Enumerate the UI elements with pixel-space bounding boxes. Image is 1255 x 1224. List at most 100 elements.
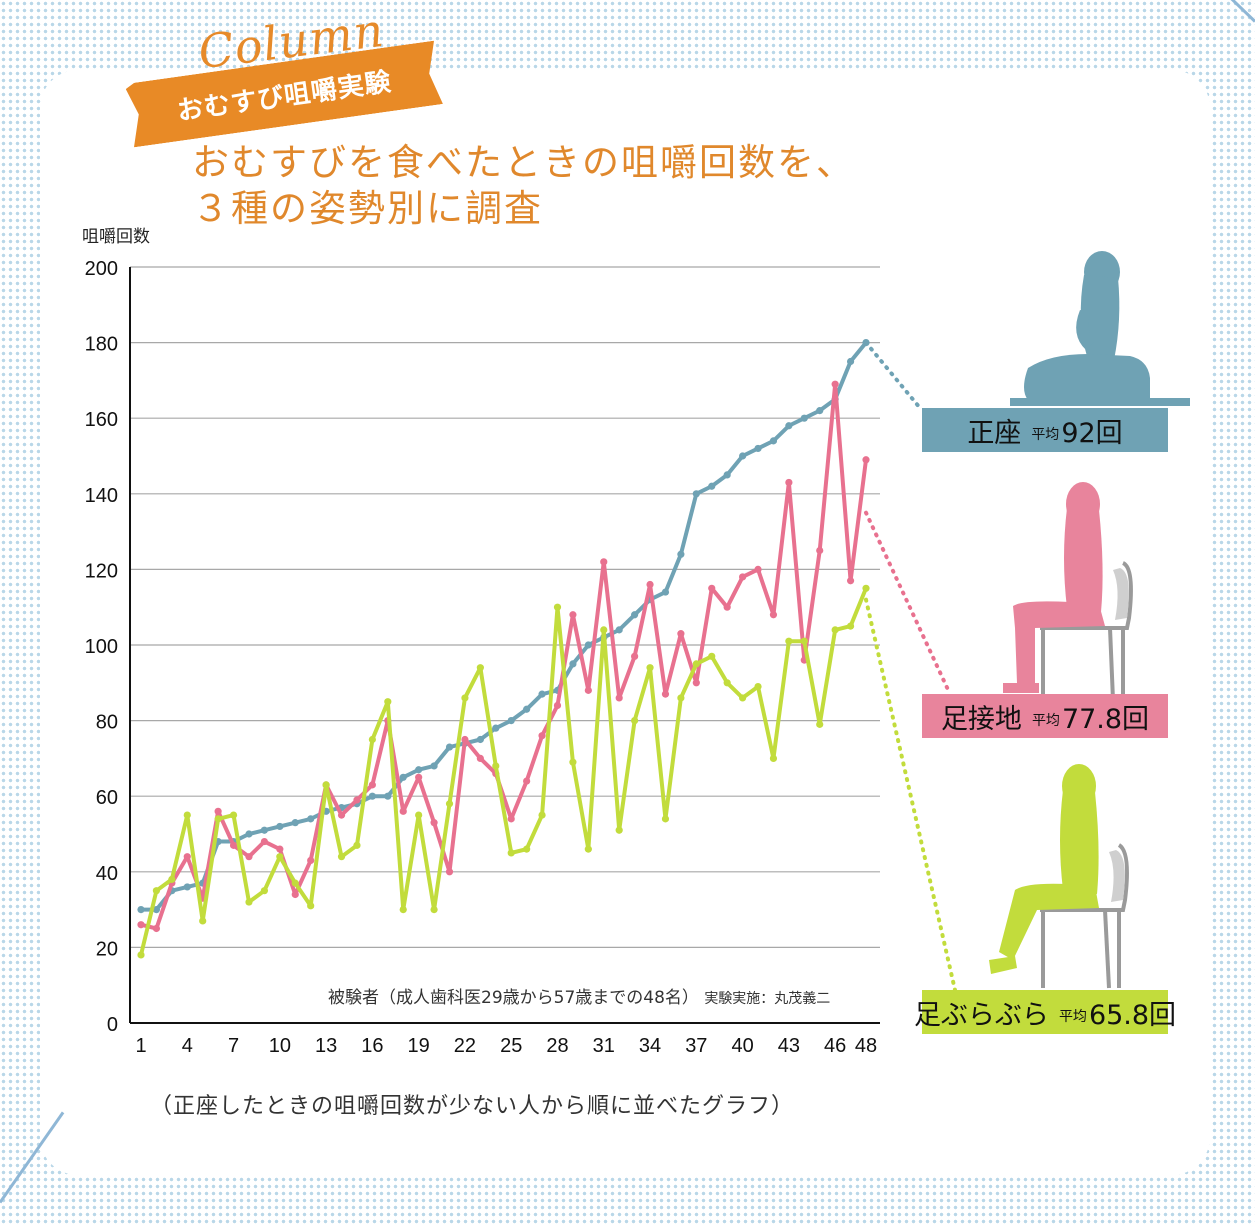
data-point-ashi_burabura-44 — [800, 637, 808, 645]
data-point-ashi_burabura-39 — [723, 679, 731, 687]
x-tick-label-28: 28 — [546, 1035, 568, 1057]
data-point-ashi_burabura-18 — [399, 906, 407, 914]
headline-line2: ３種の姿勢別に調査 — [192, 187, 543, 230]
x-tick-label-34: 34 — [639, 1035, 661, 1057]
data-point-ashi_burabura-13 — [322, 781, 330, 789]
legend-ashi-setchi-name: 足接地 — [940, 703, 1022, 735]
legend-seiza: 正座 平均 92回 — [922, 408, 1168, 452]
data-point-seiza-39 — [723, 471, 731, 479]
y-tick-label-100: 100 — [85, 636, 118, 658]
x-tick-label-4: 4 — [182, 1035, 193, 1057]
data-point-seiza-19 — [415, 766, 423, 774]
data-point-ashi_setchi-35 — [661, 690, 670, 698]
data-point-ashi_setchi-42 — [769, 611, 778, 619]
data-point-ashi_setchi-26 — [523, 777, 531, 785]
data-point-ashi_setchi-19 — [415, 773, 423, 781]
legend-seiza-avg-value: 92回 — [1061, 417, 1123, 449]
data-point-seiza-29 — [569, 660, 577, 668]
data-point-ashi_setchi-30 — [584, 686, 592, 694]
data-point-seiza-23 — [476, 735, 484, 744]
data-point-ashi_setchi-29 — [569, 611, 577, 619]
legend-ashi-burabura-name: 足ぶらぶら — [913, 999, 1049, 1031]
data-point-seiza-42 — [769, 437, 778, 445]
subject-note: 被験者（成人歯科医29歳から57歳までの48名） 実験実施：丸茂義二 — [328, 983, 830, 1008]
kneeling-woman-icon — [1010, 251, 1190, 406]
data-point-ashi_setchi-10 — [276, 845, 284, 853]
data-point-ashi_setchi-46 — [831, 380, 839, 388]
data-point-ashi_burabura-40 — [738, 694, 747, 702]
data-point-ashi_burabura-21 — [445, 800, 454, 808]
data-point-seiza-17 — [384, 792, 392, 800]
data-point-seiza-11 — [291, 819, 299, 827]
data-point-ashi_burabura-22 — [461, 694, 469, 702]
data-point-ashi_burabura-29 — [569, 758, 577, 766]
data-point-ashi_burabura-48 — [862, 584, 870, 592]
data-point-ashi_setchi-11 — [291, 890, 299, 899]
data-point-ashi_setchi-43 — [785, 478, 793, 487]
x-tick-label-43: 43 — [778, 1035, 800, 1057]
data-point-ashi_setchi-16 — [368, 781, 376, 789]
data-point-seiza-1 — [137, 906, 145, 914]
data-point-ashi_burabura-47 — [846, 622, 855, 630]
data-point-ashi_burabura-41 — [754, 682, 762, 691]
data-point-seiza-21 — [445, 743, 454, 751]
data-point-seiza-44 — [800, 414, 808, 422]
data-point-ashi_setchi-9 — [260, 837, 269, 846]
data-point-ashi_burabura-33 — [631, 717, 639, 725]
data-point-ashi_burabura-4 — [183, 811, 191, 819]
data-point-ashi_burabura-32 — [615, 826, 623, 834]
data-point-ashi_setchi-28 — [553, 701, 562, 710]
data-point-seiza-35 — [661, 588, 670, 596]
y-tick-label-20: 20 — [96, 938, 118, 960]
data-point-ashi_setchi-45 — [816, 546, 824, 555]
data-point-seiza-25 — [507, 717, 515, 725]
subject-note-credit: 実験実施：丸茂義二 — [704, 991, 831, 1007]
data-point-ashi_burabura-19 — [415, 811, 423, 819]
data-point-ashi_setchi-31 — [600, 558, 608, 566]
x-tick-label-1: 1 — [135, 1035, 146, 1057]
data-point-seiza-2 — [152, 906, 161, 914]
leader-line-ashi_burabura — [864, 597, 957, 992]
data-point-seiza-27 — [538, 690, 546, 698]
data-point-ashi_setchi-21 — [445, 868, 454, 876]
data-point-ashi_setchi-15 — [353, 796, 361, 804]
seated-woman-feet-dangling-icon — [989, 764, 1129, 989]
data-point-ashi_burabura-3 — [168, 875, 176, 883]
data-point-ashi_burabura-11 — [291, 879, 299, 887]
data-point-ashi_burabura-15 — [353, 841, 361, 849]
data-point-ashi_burabura-24 — [492, 762, 500, 770]
legend-ashi-burabura: 足ぶらぶら 平均 65.8回 — [914, 990, 1176, 1034]
data-point-ashi_setchi-1 — [137, 921, 145, 929]
subject-note-main: 被験者（成人歯科医29歳から57歳までの48名） — [328, 988, 699, 1008]
data-point-seiza-8 — [245, 830, 253, 838]
data-point-ashi_burabura-17 — [384, 698, 392, 706]
x-tick-label-10: 10 — [269, 1035, 291, 1057]
data-point-ashi_burabura-26 — [523, 845, 531, 853]
data-point-ashi_burabura-25 — [507, 849, 515, 857]
data-point-ashi_burabura-7 — [229, 811, 238, 819]
x-tick-label-48: 48 — [855, 1035, 877, 1057]
data-point-ashi_burabura-20 — [430, 906, 438, 914]
data-point-seiza-18 — [399, 773, 407, 781]
data-point-ashi_setchi-40 — [738, 573, 747, 581]
data-point-ashi_burabura-12 — [307, 902, 315, 910]
x-tick-label-13: 13 — [315, 1035, 337, 1057]
data-point-seiza-41 — [754, 444, 762, 453]
y-tick-label-160: 160 — [85, 409, 118, 431]
y-tick-label-180: 180 — [85, 334, 118, 356]
data-point-ashi_setchi-8 — [245, 853, 253, 861]
data-point-ashi_burabura-36 — [677, 694, 685, 702]
series-line-ashi_setchi — [139, 382, 868, 931]
series-line-seiza — [139, 340, 868, 912]
data-point-ashi_burabura-16 — [368, 735, 376, 744]
data-point-ashi_setchi-39 — [723, 603, 731, 611]
data-point-ashi_setchi-6 — [214, 807, 222, 815]
data-point-ashi_burabura-45 — [816, 720, 824, 728]
seated-woman-feet-down-icon — [1003, 482, 1133, 701]
data-point-ashi_burabura-8 — [245, 898, 253, 906]
data-point-seiza-45 — [816, 407, 824, 415]
data-point-seiza-40 — [738, 452, 747, 460]
data-point-ashi_setchi-38 — [708, 584, 716, 592]
data-point-seiza-30 — [584, 641, 592, 649]
